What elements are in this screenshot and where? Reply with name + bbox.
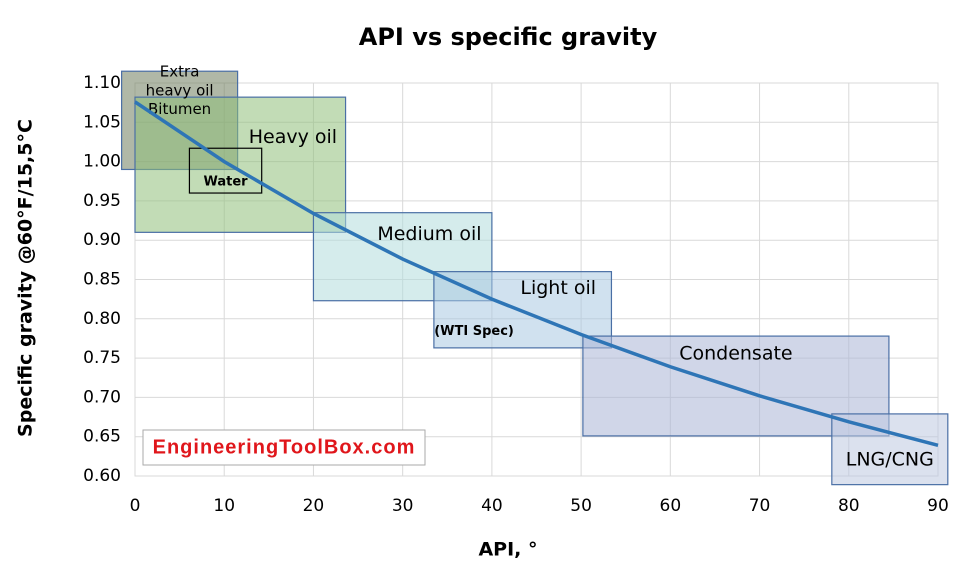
y-tick-label: 0.95 [83, 191, 121, 211]
plot-frame [134, 82, 939, 477]
y-tick-label: 0.85 [83, 270, 121, 290]
watermark-box [142, 429, 426, 466]
y-tick-label: 0.60 [83, 466, 121, 486]
y-tick-label: 0.75 [83, 348, 121, 368]
x-tick-label: 10 [213, 496, 235, 516]
region-label: Water [204, 174, 249, 189]
region-label: heavy oil [146, 81, 214, 99]
region-label: Bitumen [148, 100, 211, 118]
watermark: EngineeringToolBox.com [153, 436, 416, 458]
region-label: Extra [160, 63, 200, 81]
region-label: Heavy oil [249, 126, 337, 148]
y-tick-label: 0.90 [83, 230, 121, 250]
y-tick-label: 0.80 [83, 309, 121, 329]
region-label: LNG/CNG [846, 448, 934, 470]
region-label: Medium oil [377, 223, 481, 245]
chart-title: API vs specific gravity [359, 23, 658, 51]
x-tick-label: 80 [838, 496, 860, 516]
y-axis-label: Specific gravity @60°F/15,5°C [15, 119, 37, 437]
x-tick-label: 50 [570, 496, 592, 516]
x-tick-label: 0 [130, 496, 141, 516]
y-tick-label: 1.05 [83, 112, 121, 132]
x-tick-label: 90 [927, 496, 949, 516]
x-tick-label: 70 [749, 496, 771, 516]
data-line [134, 100, 939, 448]
x-axis-label: API, ° [478, 539, 537, 561]
x-tick-label: 40 [481, 496, 503, 516]
annotation: (WTI Spec) [434, 324, 514, 339]
region-label: Light oil [520, 277, 596, 299]
x-tick-label: 60 [660, 496, 682, 516]
y-tick-label: 0.65 [83, 427, 121, 447]
y-tick-label: 1.10 [83, 73, 121, 93]
y-tick-label: 1.00 [83, 152, 121, 172]
x-tick-label: 30 [392, 496, 414, 516]
region-label: Condensate [679, 343, 792, 365]
y-tick-label: 0.70 [83, 387, 121, 407]
region-box [831, 413, 949, 486]
x-tick-label: 20 [303, 496, 325, 516]
region-box [188, 147, 263, 194]
